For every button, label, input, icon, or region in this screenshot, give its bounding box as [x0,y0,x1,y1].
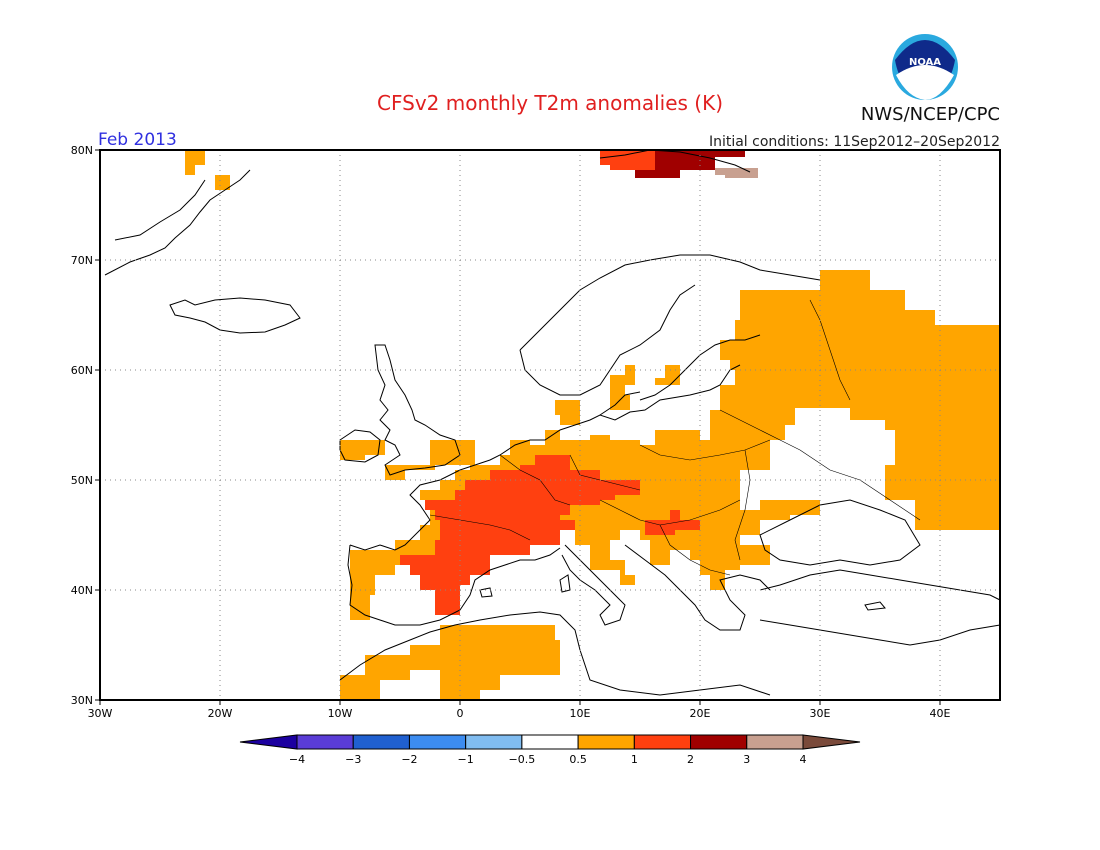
lat-tick-label: 40N [71,584,93,597]
map-gridlines [100,150,1000,700]
anomaly-2-3 [635,150,745,178]
valid-month-label: Feb 2013 [98,130,177,150]
colorbar-max-arrow [802,734,861,750]
colorbar-swatch [690,734,748,750]
colorbar-label: 1 [631,753,638,766]
lon-tick-label: 40E [930,707,951,720]
colorbar-label: −0.5 [509,753,536,766]
colorbar-label: −1 [458,753,474,766]
lat-tick-label: 30N [71,694,93,707]
lat-tick-label: 50N [71,474,93,487]
lon-tick-label: 10E [570,707,591,720]
country-borders [429,299,921,576]
agency-label: NWS/NCEP/CPC [861,104,1000,125]
colorbar-swatch [633,734,692,750]
colorbar-label: −2 [401,753,417,766]
initial-conditions-label: Initial conditions: 11Sep2012–20Sep2012 [709,134,1000,150]
lon-tick-label: 30W [88,707,113,720]
colorbar-swatch [521,734,579,750]
chart-title: CFSv2 monthly T2m anomalies (K) [377,91,723,115]
colorbar-swatch [465,734,523,750]
colorbar-swatch [746,734,804,750]
map-frame [99,149,1001,701]
colorbar-label: 3 [743,753,750,766]
latitude-axis: 80N 70N 60N 50N 40N 30N [71,144,100,707]
colorbar-legend: −4 −3 −2 −1 −0.5 0.5 1 2 3 4 [239,734,861,766]
colorbar-min-arrow [239,734,298,750]
colorbar-label: 4 [800,753,807,766]
lon-tick-label: 0 [457,707,464,720]
colorbar-label: 2 [687,753,694,766]
lon-tick-label: 10W [328,707,353,720]
lon-tick-label: 20E [690,707,711,720]
anomaly-map: 30W 20W 10W 0 10E 20E 30E 40E 80N 70N 60N 50N 40N 30… [71,144,1001,720]
colorbar-swatch [577,734,635,750]
colorbar-label: 0.5 [569,753,587,766]
longitude-axis: 30W 20W 10W 0 10E 20E 30E 40E [88,700,951,720]
noaa-logo-text: NOAA [909,57,941,68]
noaa-logo: NOAA [892,34,958,100]
colorbar-swatch [408,734,467,750]
lat-tick-label: 70N [71,254,93,267]
lat-tick-label: 80N [71,144,93,157]
colorbar-swatch [352,734,410,750]
colorbar-label: −4 [289,753,305,766]
colorbar-label: −3 [345,753,361,766]
lon-tick-label: 20W [208,707,233,720]
colorbar-swatch [296,734,354,750]
lon-tick-label: 30E [810,707,831,720]
lat-tick-label: 60N [71,364,93,377]
